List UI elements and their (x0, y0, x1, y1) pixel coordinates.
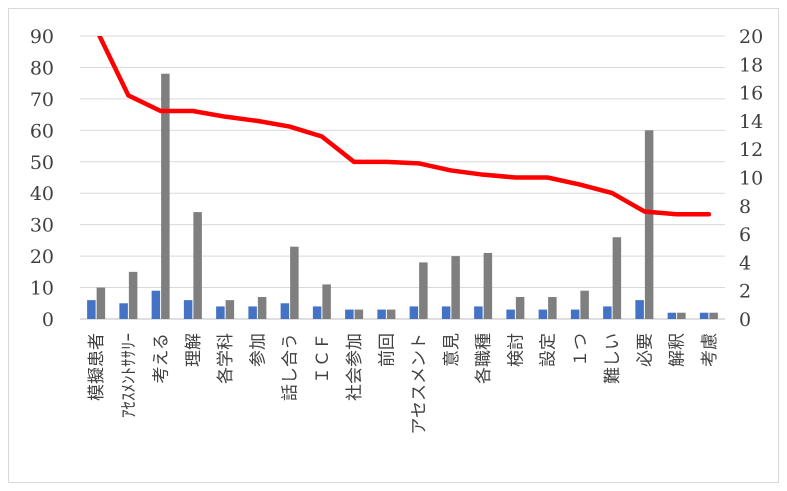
category-label: 解釈 (668, 333, 688, 367)
bar-gray-0 (96, 287, 106, 319)
right-tick-label: 8 (739, 196, 751, 218)
category-label: 難しい (603, 333, 623, 384)
bar-gray-2 (161, 73, 170, 319)
bar-blue-4 (216, 306, 225, 319)
right-tick-label: 16 (739, 83, 763, 105)
gridlines (80, 35, 725, 320)
right-tick-label: 10 (739, 168, 763, 190)
bar-gray-12 (483, 252, 493, 319)
bar-blue-14 (538, 309, 548, 319)
bar-blue-7 (312, 306, 322, 319)
bar-blue-13 (506, 309, 515, 319)
bar-gray-8 (354, 309, 364, 319)
bar-blue-10 (409, 306, 419, 319)
bar-gray-9 (386, 309, 396, 319)
bar-blue-5 (248, 306, 257, 319)
bar-blue-9 (377, 309, 386, 319)
bar-gray-13 (515, 296, 525, 319)
category-label: 模擬患者 (87, 333, 107, 401)
bar-blue-15 (570, 309, 580, 319)
left-tick-label: 50 (30, 152, 54, 174)
bar-gray-14 (548, 296, 557, 319)
bar-blue-19 (699, 312, 709, 319)
bar-blue-16 (603, 306, 612, 319)
category-label: 考える (152, 333, 172, 384)
category-label: 社会参加 (345, 333, 365, 401)
category-label: 設定 (539, 333, 559, 367)
bar-gray-5 (257, 296, 267, 319)
line-series (97, 36, 712, 217)
left-axis-tick-labels: 0 10 20 30 40 50 60 70 80 90 (30, 26, 54, 331)
bar-gray-3 (193, 212, 202, 319)
bar-blue-2 (151, 290, 161, 319)
left-tick-label: 40 (30, 183, 54, 205)
category-label: ｱｾｽﾒﾝﾄｻｻﾘｰ (119, 333, 139, 418)
category-label: 検討 (506, 333, 526, 367)
category-label: 理解 (184, 333, 204, 367)
bar-gray-6 (290, 246, 299, 319)
right-tick-label: 14 (739, 111, 763, 133)
bar-blue-3 (183, 300, 193, 319)
bar-blue-1 (119, 303, 128, 319)
right-tick-label: 0 (739, 309, 751, 331)
right-tick-label: 12 (739, 139, 763, 161)
category-label: 参加 (248, 333, 268, 367)
left-tick-label: 10 (30, 278, 54, 300)
left-tick-label: 20 (30, 246, 54, 268)
left-tick-label: 0 (42, 309, 54, 331)
category-label: アセスメント (410, 333, 430, 435)
left-tick-label: 70 (30, 89, 54, 111)
category-label: 考慮 (700, 333, 720, 367)
bar-gray-1 (128, 271, 138, 319)
bar-blue-12 (474, 306, 483, 319)
bar-gray-7 (322, 284, 331, 319)
left-tick-label: 90 (30, 26, 54, 48)
bar-blue-0 (87, 300, 96, 319)
category-label: 前回 (377, 333, 397, 367)
category-label: 必要 (635, 333, 655, 367)
bar-gray-4 (225, 300, 235, 319)
line-series-path (97, 36, 712, 217)
category-label: 話し合う (281, 333, 301, 401)
category-label: １つ (571, 333, 591, 367)
left-tick-label: 30 (30, 215, 54, 237)
right-tick-label: 6 (739, 224, 751, 246)
category-label: 各学科 (216, 333, 236, 384)
category-label: ＩＣＦ (313, 333, 333, 384)
right-tick-label: 4 (739, 252, 751, 274)
bar-gray-18 (677, 312, 686, 319)
left-tick-label: 60 (30, 120, 54, 142)
bar-blue-6 (280, 303, 290, 319)
bar-gray-16 (612, 237, 622, 319)
bar-gray-17 (644, 130, 654, 319)
right-tick-label: 18 (739, 54, 763, 76)
bar-blue-8 (345, 309, 354, 319)
bar-blue-17 (635, 300, 644, 319)
bar-series (87, 73, 718, 319)
right-tick-label: 2 (739, 281, 751, 303)
bar-gray-15 (580, 290, 589, 319)
bar-blue-11 (441, 306, 451, 319)
category-label: 各職種 (474, 333, 494, 384)
left-tick-label: 80 (30, 57, 54, 79)
category-label: 意見 (442, 333, 462, 367)
category-axis-labels: 模擬患者 ｱｾｽﾒﾝﾄｻｻﾘｰ 考える 理解 各学科 参加 話し合う ＩＣＦ 社会参加 前回 アセス… (87, 333, 720, 435)
bar-gray-10 (419, 262, 428, 319)
right-tick-label: 20 (739, 26, 763, 48)
bar-gray-11 (451, 256, 460, 319)
right-axis-tick-labels: 0 2 4 6 8 10 12 14 16 18 20 (739, 26, 763, 331)
bar-gray-19 (709, 312, 718, 319)
bar-blue-18 (667, 312, 677, 319)
